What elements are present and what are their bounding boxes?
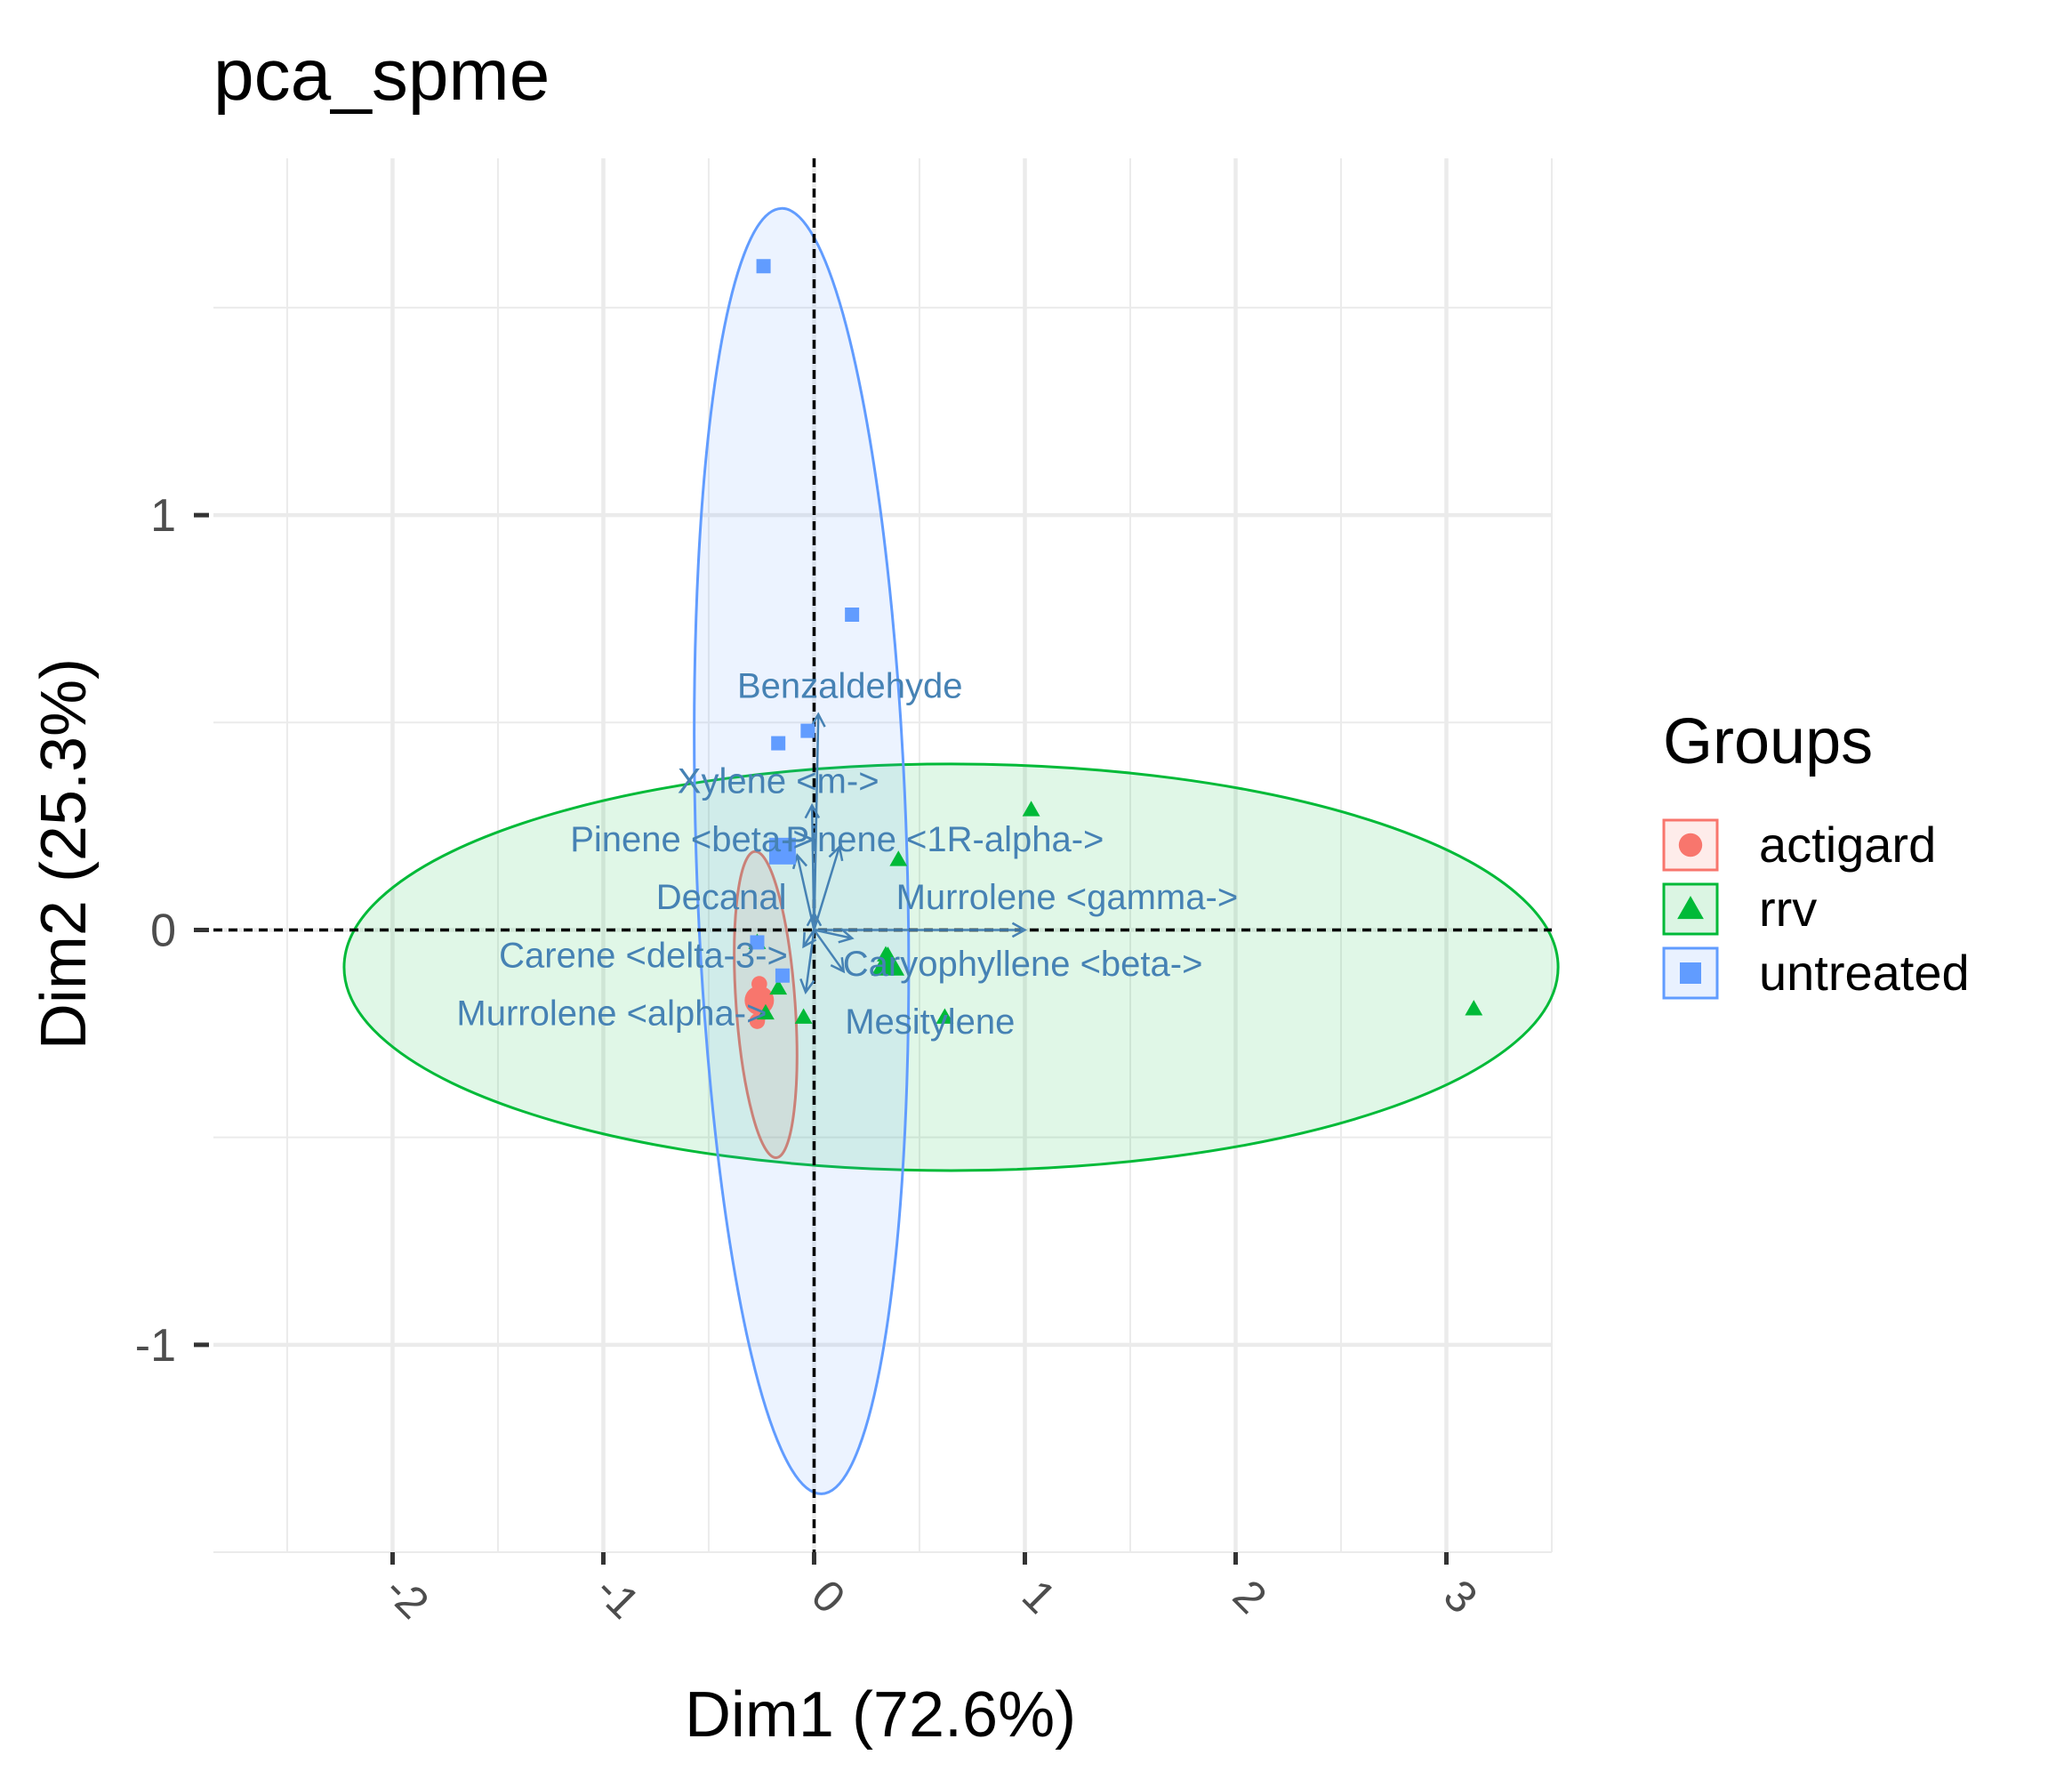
arrow-head-9 xyxy=(830,957,846,974)
point-untreated-2 xyxy=(800,723,815,738)
variable-label-7: Caryophyllene <beta-> xyxy=(843,945,1203,984)
variable-label-8: Murrolene <alpha-> xyxy=(456,994,767,1034)
arrow-1 xyxy=(804,802,821,930)
arrow-shaft-7 xyxy=(814,929,853,939)
variable-labels: Benzaldehyde Xylene <m-> Pinene <beta->Pin… xyxy=(456,666,1238,1042)
arrow-8 xyxy=(799,930,815,994)
arrow-head-3 xyxy=(828,844,844,862)
legend-label-actigard: actigard xyxy=(1759,817,1936,873)
point-untreated-4 xyxy=(750,935,765,950)
legend-entry-actigard: actigard xyxy=(1662,817,1936,873)
arrow-9 xyxy=(813,929,846,974)
ellipse-rrv xyxy=(342,762,1560,1172)
point-untreated-3 xyxy=(771,736,786,751)
point-rrv-2 xyxy=(889,850,908,866)
x-tick-label-0: -2 xyxy=(375,1565,438,1628)
variable-label-9: Mesitylene xyxy=(845,1002,1015,1042)
individual-points xyxy=(744,259,1483,1029)
arrow-4 xyxy=(806,911,823,930)
arrow-shaft-9 xyxy=(813,929,845,972)
arrow-head-0 xyxy=(810,712,826,728)
variable-label-6: Carene <delta-3-> xyxy=(499,936,788,975)
y-axis-label: Dim2 (25.3%) xyxy=(28,658,100,1050)
legend-marker-actigard xyxy=(1678,833,1703,857)
point-rrv-1 xyxy=(1022,801,1040,817)
arrow-head-8 xyxy=(799,978,815,994)
legend-marker-rrv xyxy=(1677,896,1704,920)
variable-label-3: Pinene <1R-alpha-> xyxy=(785,820,1104,859)
x-tick-label-2: 0 xyxy=(802,1570,855,1622)
legend: Groups actigard rrv untreated xyxy=(1662,706,1970,1001)
legend-label-untreated: untreated xyxy=(1759,945,1970,1001)
variable-label-2: Pinene <beta-> xyxy=(570,820,814,859)
point-rrv-5 xyxy=(769,978,788,995)
ellipse-untreated xyxy=(693,206,911,1495)
legend-marker-untreated xyxy=(1680,962,1701,984)
x-axis: -2 -1 0 1 2 3 xyxy=(375,1552,1487,1629)
arrow-shaft-1 xyxy=(810,805,815,930)
arrow-head-4 xyxy=(806,911,823,927)
variable-label-1: Xylene <m-> xyxy=(678,762,879,801)
arrow-5 xyxy=(814,922,1028,938)
legend-entry-untreated: untreated xyxy=(1662,945,1970,1001)
point-rrv-7 xyxy=(794,1008,813,1024)
centroid-rrv xyxy=(871,946,905,976)
point-untreated-5 xyxy=(775,968,790,983)
arrow-head-7 xyxy=(838,928,855,944)
point-rrv-0 xyxy=(1465,1000,1483,1016)
point-rrv-6 xyxy=(757,1003,775,1020)
variable-label-5: Murrolene <gamma-> xyxy=(896,878,1239,917)
arrow-shaft-3 xyxy=(813,846,841,930)
arrow-head-5 xyxy=(1011,922,1028,938)
centroid-untreated xyxy=(768,837,796,865)
x-axis-label: Dim1 (72.6%) xyxy=(685,1679,1076,1751)
arrow-shaft-6 xyxy=(802,929,815,947)
y-axis: -1 0 1 xyxy=(135,490,209,1372)
x-tick-label-1: -1 xyxy=(586,1565,649,1628)
y-tick-label-2: 1 xyxy=(150,490,176,542)
point-rrv-3 xyxy=(936,1008,954,1024)
x-tick-label-4: 2 xyxy=(1224,1570,1276,1622)
y-tick-label-1: 0 xyxy=(150,905,176,956)
arrow-shaft-0 xyxy=(813,713,820,930)
arrow-3 xyxy=(813,844,844,930)
chart-title: pca_spme xyxy=(213,35,550,116)
arrow-head-1 xyxy=(804,802,821,819)
variable-arrows xyxy=(791,712,1028,994)
arrow-7 xyxy=(814,928,855,944)
confidence-ellipses xyxy=(342,206,1560,1495)
legend-entry-rrv: rrv xyxy=(1662,881,1817,937)
variable-label-4: Decanal xyxy=(656,878,787,917)
arrow-shaft-8 xyxy=(804,930,815,993)
minor-gridlines xyxy=(213,158,1553,1553)
point-untreated-0 xyxy=(756,259,771,274)
variable-label-0: Benzaldehyde xyxy=(737,666,963,705)
legend-key-rrv xyxy=(1662,882,1719,936)
point-untreated-1 xyxy=(845,608,860,623)
legend-title: Groups xyxy=(1663,706,1873,777)
x-tick-label-5: 3 xyxy=(1434,1570,1487,1622)
plot-panel: Benzaldehyde Xylene <m-> Pinene <beta->Pin… xyxy=(213,158,1560,1553)
arrow-0 xyxy=(810,712,826,930)
y-tick-label-0: -1 xyxy=(135,1320,176,1372)
legend-label-rrv: rrv xyxy=(1759,881,1817,937)
legend-entries: actigard rrv untreated xyxy=(1662,817,1970,1001)
x-tick-label-3: 1 xyxy=(1013,1570,1065,1622)
